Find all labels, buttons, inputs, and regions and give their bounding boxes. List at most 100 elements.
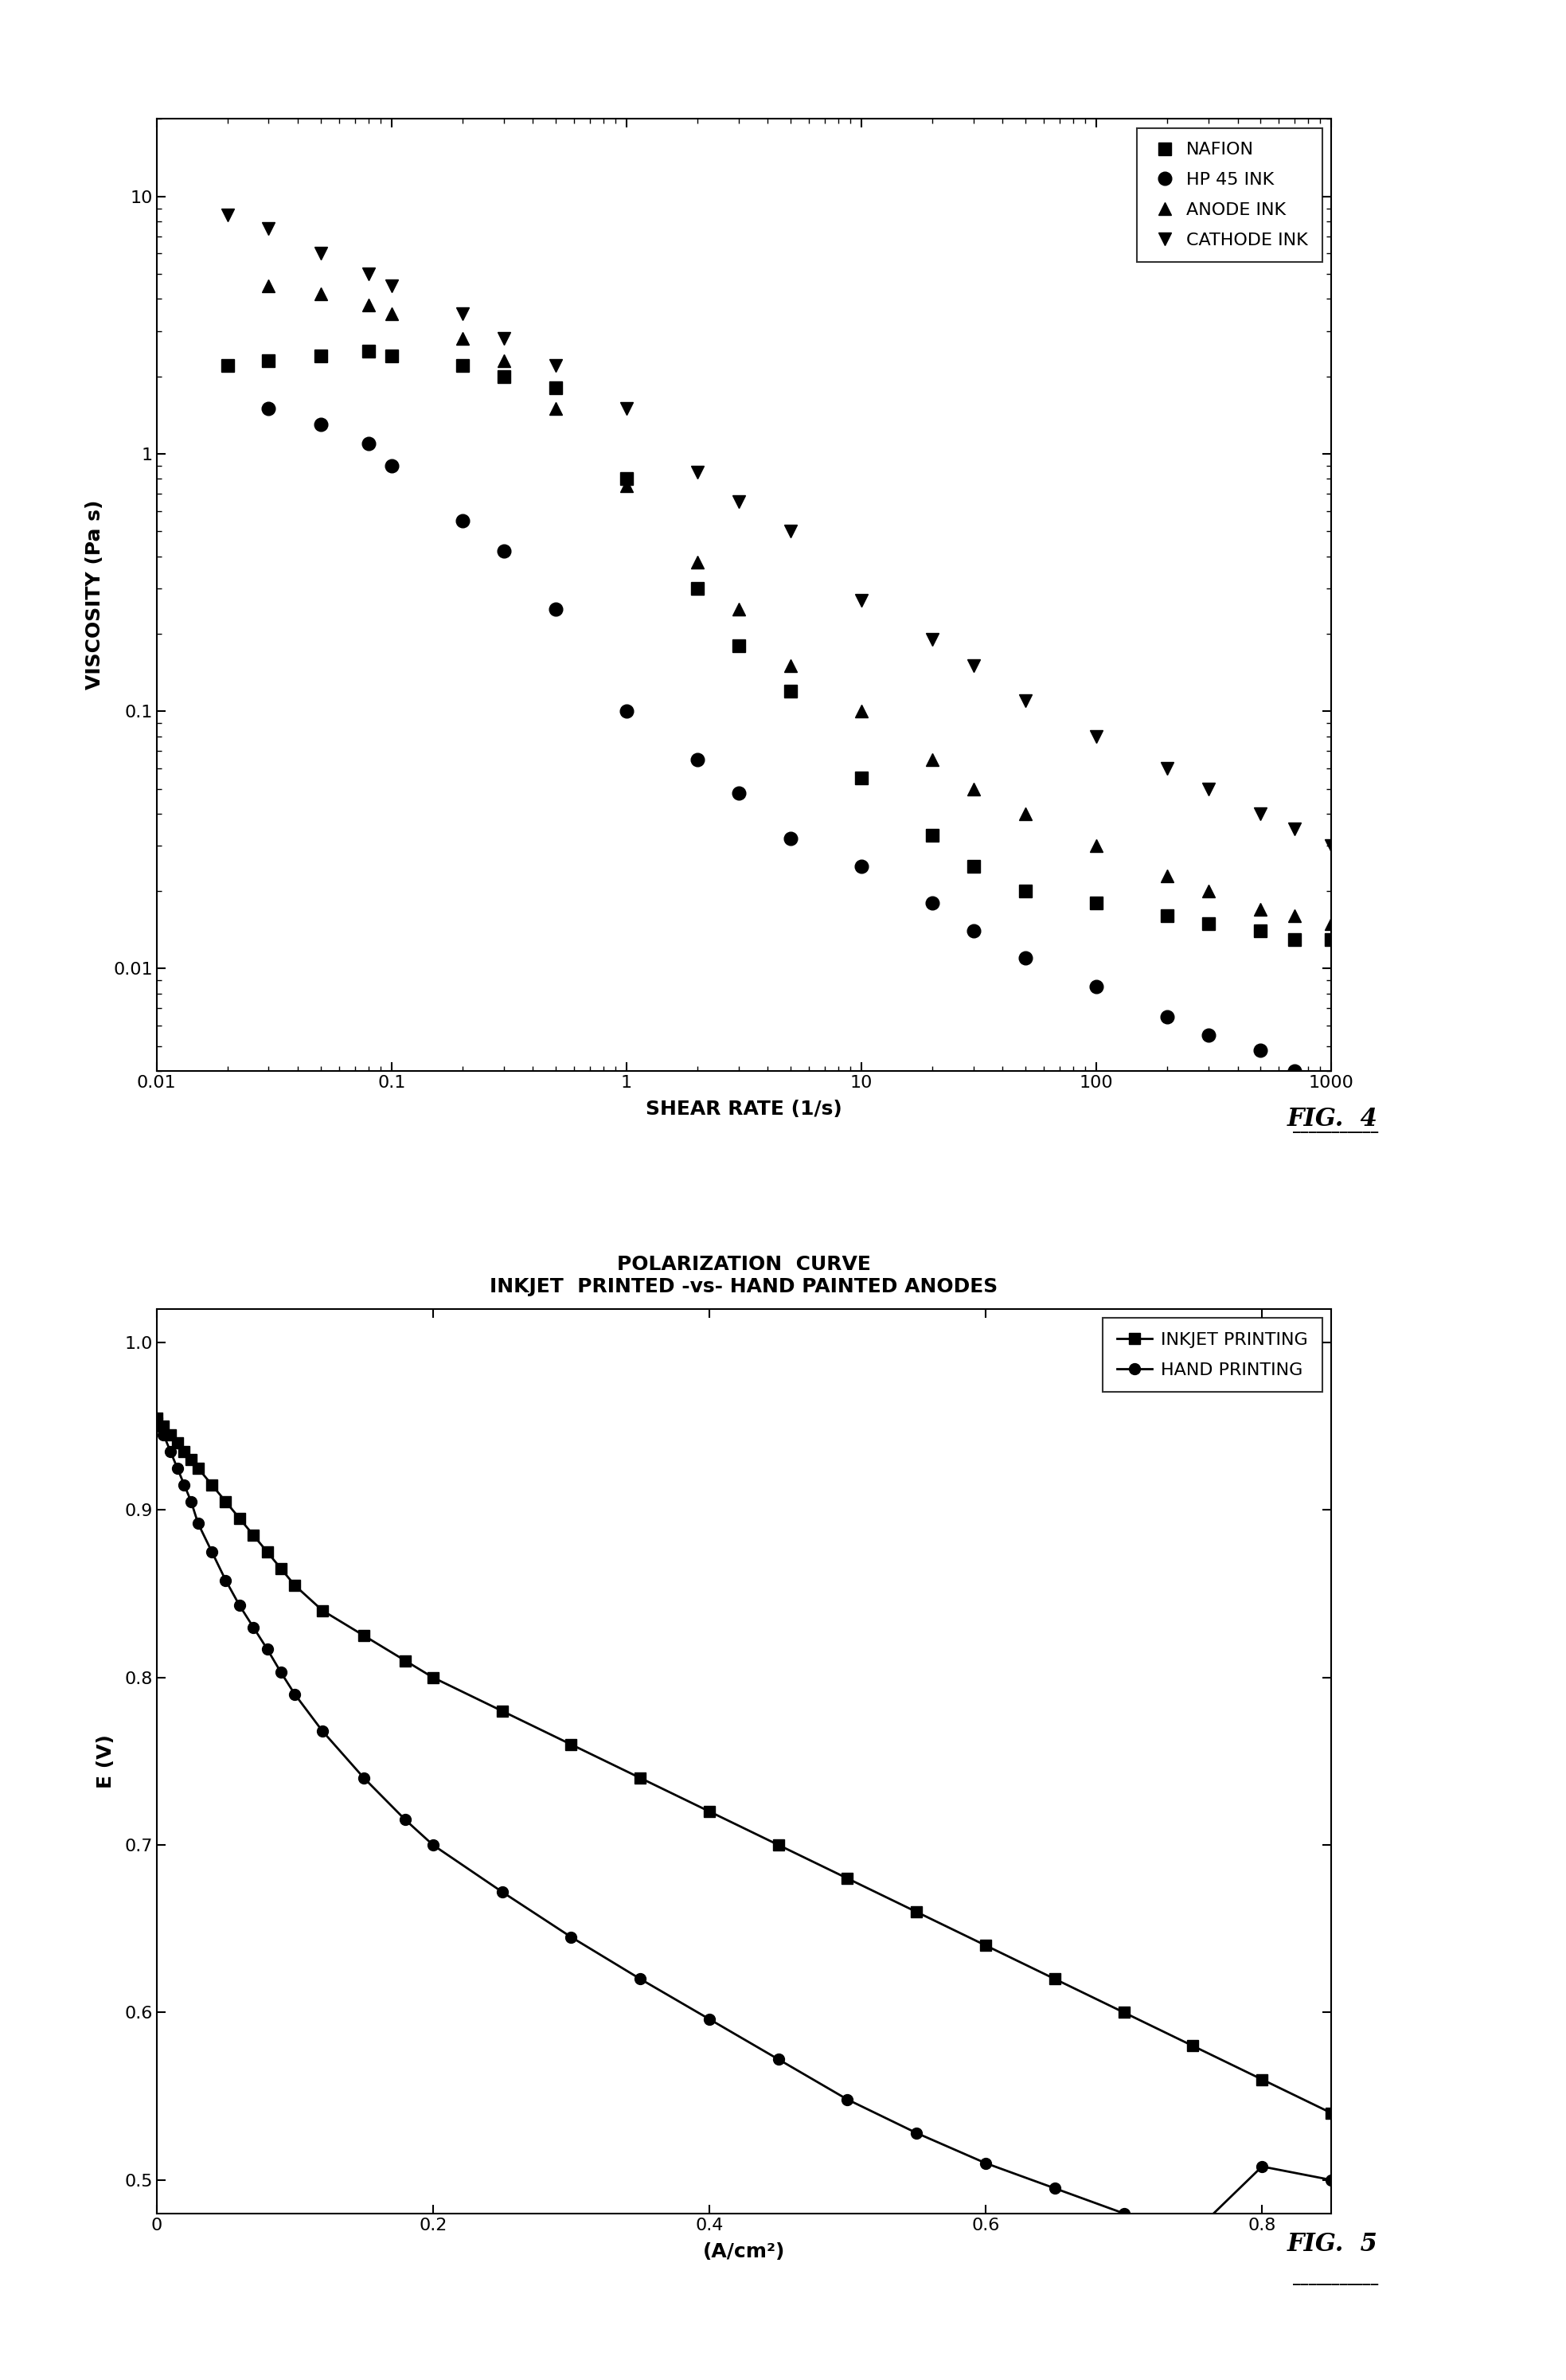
ANODE INK (687, 547, 706, 576)
INKJET PRINTING (313, 1597, 332, 1626)
ANODE INK (495, 347, 514, 376)
NAFION (922, 821, 941, 850)
INKJET PRINTING (1115, 1999, 1134, 2028)
NAFION (1286, 926, 1304, 954)
HAND PRINTING (230, 1592, 249, 1621)
CATHODE INK (382, 271, 401, 300)
ANODE INK (547, 395, 565, 424)
X-axis label: SHEAR RATE (1/s): SHEAR RATE (1/s) (645, 1100, 843, 1119)
NAFION (495, 362, 514, 390)
HP 45 INK (260, 395, 279, 424)
HAND PRINTING (1184, 2218, 1203, 2247)
INKJET PRINTING (147, 1404, 166, 1433)
CATHODE INK (1200, 774, 1218, 802)
NAFION (260, 347, 279, 376)
INKJET PRINTING (1046, 1963, 1065, 1992)
INKJET PRINTING (168, 1428, 186, 1457)
Line: INKJET PRINTING: INKJET PRINTING (150, 1411, 1337, 2118)
INKJET PRINTING (907, 1897, 926, 1925)
HAND PRINTING (216, 1566, 235, 1595)
INKJET PRINTING (153, 1411, 172, 1440)
CATHODE INK (1157, 754, 1176, 783)
CATHODE INK (922, 626, 941, 655)
ANODE INK (617, 471, 636, 500)
INKJET PRINTING (1253, 2066, 1272, 2094)
INKJET PRINTING (769, 1830, 788, 1859)
INKJET PRINTING (161, 1421, 180, 1449)
CATHODE INK (218, 200, 236, 228)
Legend: INKJET PRINTING, HAND PRINTING: INKJET PRINTING, HAND PRINTING (1102, 1319, 1322, 1392)
ANODE INK (1016, 800, 1035, 828)
HAND PRINTING (838, 2085, 857, 2113)
Text: ___________: ___________ (1292, 2271, 1378, 2285)
NAFION (218, 352, 236, 381)
Legend: NAFION, HP 45 INK, ANODE INK, CATHODE INK: NAFION, HP 45 INK, ANODE INK, CATHODE IN… (1137, 129, 1322, 262)
HP 45 INK (852, 852, 871, 881)
CATHODE INK (1322, 831, 1340, 859)
CATHODE INK (852, 585, 871, 614)
HAND PRINTING (700, 2004, 719, 2033)
HP 45 INK (1286, 1057, 1304, 1085)
HAND PRINTING (182, 1488, 200, 1516)
INKJET PRINTING (244, 1521, 263, 1549)
ANODE INK (382, 300, 401, 328)
ANODE INK (852, 697, 871, 726)
INKJET PRINTING (631, 1764, 650, 1792)
INKJET PRINTING (976, 1930, 994, 1959)
INKJET PRINTING (1184, 2033, 1203, 2061)
Y-axis label: E (V): E (V) (97, 1735, 116, 1787)
CATHODE INK (495, 324, 514, 352)
Line: HP 45 INK: HP 45 INK (262, 402, 1337, 1092)
HAND PRINTING (168, 1454, 186, 1483)
ANODE INK (1157, 862, 1176, 890)
CATHODE INK (781, 516, 800, 545)
HAND PRINTING (313, 1716, 332, 1745)
Text: ___________: ___________ (1292, 1119, 1378, 1133)
INKJET PRINTING (285, 1571, 304, 1599)
HP 45 INK (617, 697, 636, 726)
HAND PRINTING (244, 1614, 263, 1642)
HP 45 INK (453, 507, 471, 536)
ANODE INK (922, 745, 941, 774)
INKJET PRINTING (258, 1537, 277, 1566)
HAND PRINTING (1046, 2173, 1065, 2202)
HP 45 INK (1200, 1021, 1218, 1050)
CATHODE INK (1251, 800, 1270, 828)
CATHODE INK (687, 457, 706, 486)
NAFION (781, 676, 800, 704)
HP 45 INK (359, 428, 377, 457)
Y-axis label: VISCOSITY (Pa s): VISCOSITY (Pa s) (85, 500, 105, 690)
HAND PRINTING (354, 1764, 373, 1792)
HAND PRINTING (907, 2118, 926, 2147)
ANODE INK (1286, 902, 1304, 931)
CATHODE INK (547, 352, 565, 381)
ANODE INK (260, 271, 279, 300)
INKJET PRINTING (838, 1864, 857, 1892)
CATHODE INK (260, 214, 279, 243)
CATHODE INK (359, 259, 377, 288)
HAND PRINTING (976, 2149, 994, 2178)
NAFION (453, 352, 471, 381)
INKJET PRINTING (175, 1438, 194, 1466)
NAFION (1087, 888, 1106, 916)
HAND PRINTING (631, 1963, 650, 1992)
NAFION (1251, 916, 1270, 945)
HP 45 INK (730, 778, 749, 807)
ANODE INK (1251, 895, 1270, 923)
NAFION (617, 464, 636, 493)
HAND PRINTING (493, 1878, 512, 1906)
ANODE INK (1322, 909, 1340, 938)
HAND PRINTING (258, 1635, 277, 1664)
ANODE INK (965, 774, 983, 802)
CATHODE INK (1286, 814, 1304, 843)
HAND PRINTING (1115, 2199, 1134, 2228)
HP 45 INK (781, 823, 800, 852)
NAFION (1157, 902, 1176, 931)
HP 45 INK (547, 595, 565, 624)
HP 45 INK (495, 536, 514, 564)
HAND PRINTING (769, 2044, 788, 2073)
INKJET PRINTING (1322, 2099, 1340, 2128)
ANODE INK (1200, 876, 1218, 904)
INKJET PRINTING (188, 1454, 207, 1483)
HAND PRINTING (1253, 2152, 1272, 2180)
